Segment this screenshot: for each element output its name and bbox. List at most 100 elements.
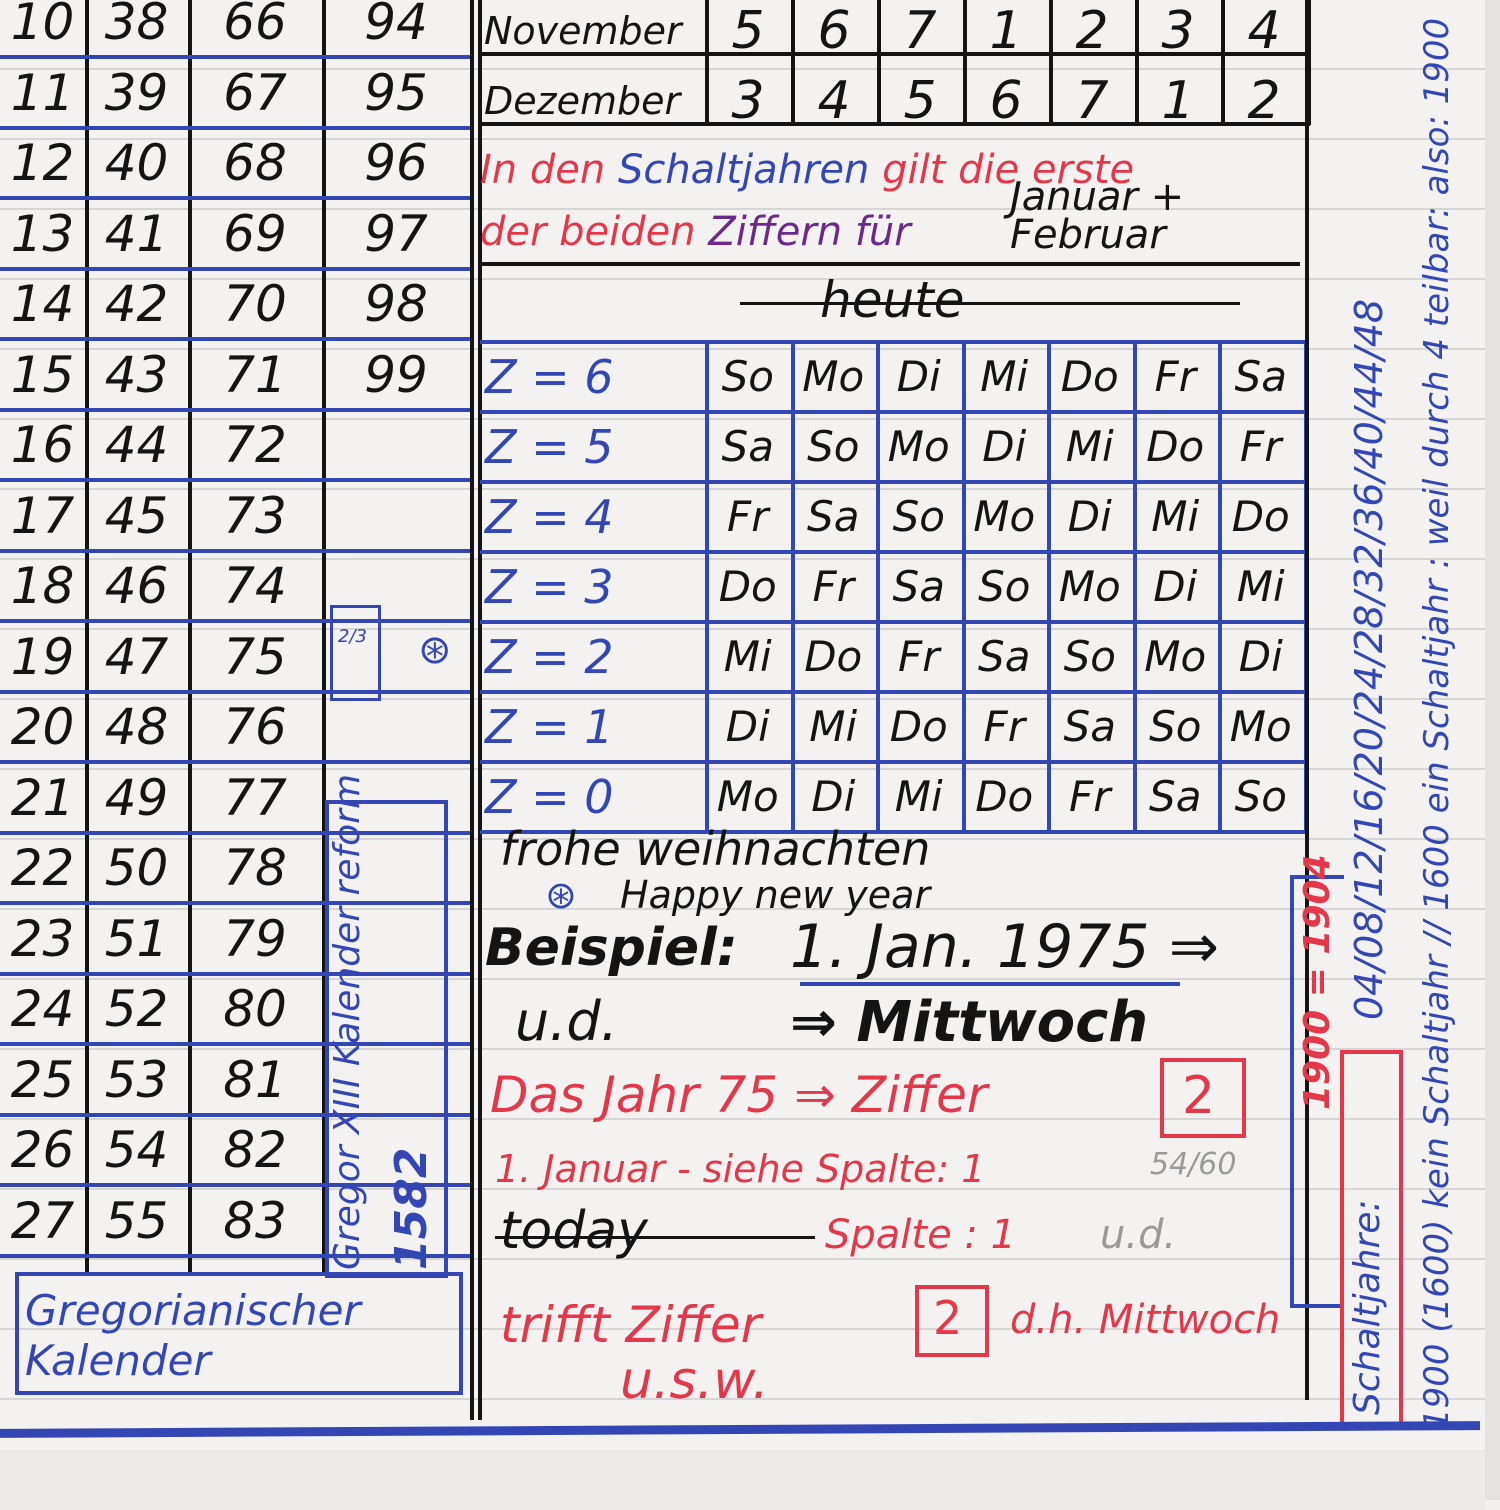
- paper-edge: [1485, 0, 1500, 1500]
- kalender-label: Kalender: [25, 1336, 211, 1385]
- hits-line: trifft Ziffer: [500, 1296, 762, 1354]
- leap-note-purple: Ziffern für: [708, 209, 911, 255]
- month-digit: 3: [731, 71, 765, 131]
- weekday-cell: Fr: [898, 632, 940, 681]
- gregorian-label: Gregorianischer: [25, 1286, 361, 1335]
- z-label: Z = 5: [485, 420, 614, 474]
- weekday-cell: Sa: [1063, 702, 1116, 751]
- number-cell: 66: [223, 0, 287, 51]
- z-label: Z = 4: [485, 490, 614, 544]
- asterisk-circle-icon: ⊛: [418, 627, 452, 673]
- number-cell: 47: [104, 627, 169, 686]
- number-cell: 52: [104, 980, 169, 1038]
- number-cell: 54: [104, 1121, 169, 1179]
- number-cell: 25: [10, 1050, 75, 1109]
- column-divider: [1218, 340, 1222, 830]
- number-cell: 13: [10, 204, 75, 263]
- column-divider: [1049, 0, 1053, 125]
- number-cell: 78: [223, 839, 287, 897]
- number-cell: 51: [104, 909, 169, 968]
- month-digit: 5: [903, 71, 937, 131]
- example-label: Beispiel:: [485, 918, 738, 978]
- weekday-cell: Do: [889, 702, 948, 751]
- weekday-cell: Di: [982, 422, 1027, 471]
- number-cell: 20: [10, 698, 75, 756]
- today-struck: today: [500, 1201, 648, 1261]
- row-divider: [480, 690, 1305, 694]
- weekday-cell: Di: [1067, 492, 1112, 541]
- number-cell: 81: [223, 1050, 287, 1109]
- number-cell: 53: [104, 1050, 169, 1109]
- row-divider: [0, 55, 470, 59]
- leap-years-list: 04/08/12/16/20/24/28/32/36/40/44/48: [1347, 298, 1391, 1020]
- month-digit: 6: [817, 1, 851, 61]
- row-divider: [0, 125, 470, 130]
- number-cell: 97: [364, 204, 428, 263]
- weekday-cell: So: [807, 422, 860, 471]
- column-divider: [85, 0, 89, 1272]
- column-divider: [1047, 340, 1051, 830]
- column-divider: [791, 0, 795, 125]
- weekday-cell: Mi: [894, 772, 943, 821]
- row-divider: [480, 122, 1310, 126]
- month-digit: 7: [1075, 71, 1109, 131]
- number-cell: 19: [10, 627, 75, 686]
- number-cell: 40: [104, 134, 169, 192]
- number-cell: 83: [223, 1191, 287, 1250]
- greeting-christmas: frohe weihnachten: [500, 822, 931, 876]
- month-digit: 2: [1075, 1, 1109, 61]
- weekday-cell: Di: [811, 772, 856, 821]
- row-divider: [0, 266, 470, 271]
- column-divider: [961, 340, 966, 830]
- weekday-cell: So: [721, 352, 774, 401]
- number-cell: 39: [104, 63, 169, 122]
- january-line: 1. Januar - siehe Spalte: 1: [495, 1147, 986, 1191]
- weekday-cell: So: [1063, 632, 1116, 681]
- number-cell: 75: [223, 627, 287, 686]
- row-divider: [0, 196, 470, 200]
- weekday-cell: Sa: [978, 632, 1031, 681]
- number-cell: 24: [10, 980, 75, 1038]
- weekday-cell: Do: [975, 772, 1034, 821]
- number-cell: 77: [223, 768, 287, 827]
- weekday-cell: Mi: [980, 352, 1029, 401]
- gregorian-box: [15, 1272, 463, 1395]
- number-cell: 17: [10, 486, 75, 545]
- number-cell: 38: [104, 0, 169, 51]
- weekday-cell: Fr: [983, 702, 1025, 751]
- number-cell: 44: [104, 416, 169, 474]
- number-cell: 76: [223, 698, 287, 756]
- reform-box: [325, 800, 448, 1278]
- weekday-cell: Fr: [727, 492, 769, 541]
- hits-digit: 2: [933, 1291, 963, 1345]
- number-cell: 22: [10, 839, 75, 897]
- number-cell: 69: [223, 204, 287, 263]
- number-cell: 43: [104, 345, 169, 404]
- row-divider: [0, 830, 470, 835]
- number-cell: 79: [223, 909, 287, 968]
- weekday-cell: Mo: [1229, 702, 1292, 751]
- number-cell: 49: [104, 768, 169, 827]
- row-divider: [0, 971, 470, 976]
- number-cell: 67: [223, 63, 287, 122]
- column-divider: [470, 0, 474, 1420]
- number-cell: 16: [10, 416, 75, 474]
- weekday-cell: Sa: [1149, 772, 1202, 821]
- number-cell: 95: [364, 63, 428, 122]
- row-divider: [480, 340, 1305, 344]
- number-cell: 68: [223, 134, 287, 192]
- example-date: 1. Jan. 1975 ⇒: [790, 912, 1219, 982]
- month-digit: 7: [903, 1, 937, 61]
- month-digit: 6: [989, 71, 1023, 131]
- red-year: 1900 = 1904: [1297, 854, 1338, 1110]
- column-divider: [1307, 0, 1311, 125]
- weekday-cell: Fr: [1154, 352, 1196, 401]
- small-box-label: 2/3: [338, 626, 367, 647]
- weekday-cell: Fr: [812, 562, 854, 611]
- underline: [800, 982, 1180, 986]
- number-cell: 94: [364, 0, 428, 51]
- number-cell: 23: [10, 909, 75, 968]
- number-cell: 55: [104, 1191, 169, 1250]
- column-divider: [1135, 0, 1139, 125]
- weekday-cell: Mo: [716, 772, 779, 821]
